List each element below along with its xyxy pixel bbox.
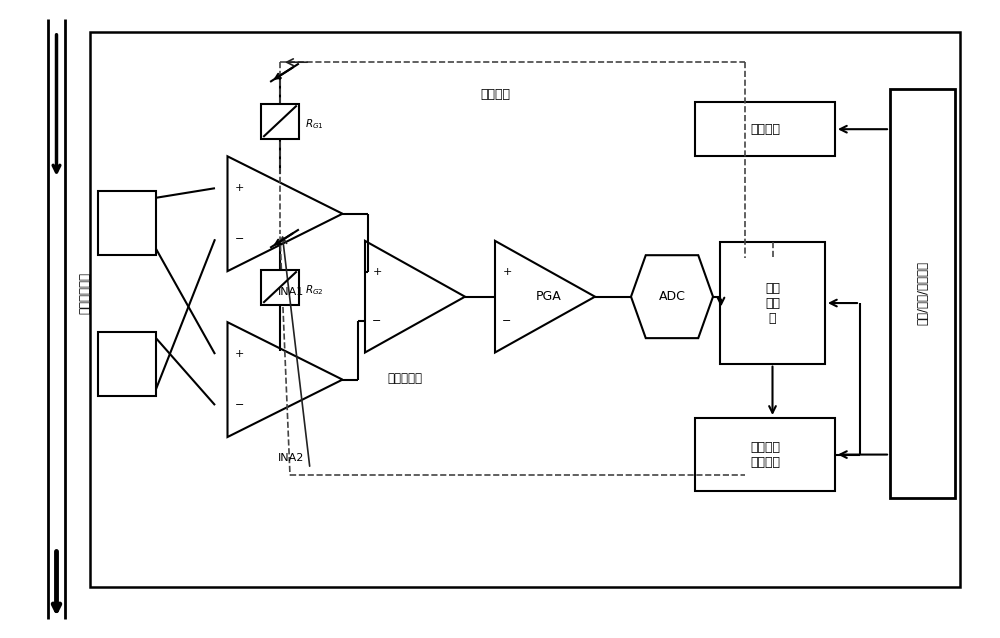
Text: 电源/控制/数据接口: 电源/控制/数据接口 — [916, 262, 929, 325]
FancyBboxPatch shape — [98, 332, 156, 396]
Polygon shape — [495, 241, 595, 352]
FancyBboxPatch shape — [261, 103, 299, 138]
Text: +: + — [502, 267, 512, 277]
Text: ADC: ADC — [659, 290, 685, 303]
Text: +: + — [235, 184, 244, 193]
Text: −: − — [235, 234, 244, 244]
Text: −: − — [502, 316, 512, 326]
Text: INA2: INA2 — [278, 453, 304, 463]
Text: $R_{G1}$: $R_{G1}$ — [305, 117, 324, 131]
Text: $R_{G2}$: $R_{G2}$ — [305, 283, 324, 297]
Text: 精密无感电阻: 精密无感电阻 — [78, 272, 92, 315]
Text: +: + — [372, 267, 382, 277]
Text: 信号
处理
器: 信号 处理 器 — [765, 281, 780, 325]
FancyBboxPatch shape — [98, 191, 156, 255]
Polygon shape — [365, 241, 465, 352]
FancyBboxPatch shape — [695, 418, 835, 491]
Polygon shape — [227, 156, 342, 271]
Text: 隔离接口
（光耦）: 隔离接口 （光耦） — [750, 441, 780, 468]
FancyBboxPatch shape — [90, 32, 960, 587]
FancyBboxPatch shape — [890, 89, 955, 498]
FancyBboxPatch shape — [720, 242, 825, 364]
Text: 增益控制: 增益控制 — [480, 88, 510, 101]
Text: 差分衰减器: 差分衰减器 — [387, 371, 422, 385]
Text: −: − — [372, 316, 382, 326]
Polygon shape — [227, 322, 342, 437]
Text: 隔离电源: 隔离电源 — [750, 122, 780, 136]
Polygon shape — [631, 255, 713, 338]
Text: +: + — [235, 350, 244, 359]
FancyBboxPatch shape — [261, 269, 299, 304]
FancyBboxPatch shape — [695, 102, 835, 156]
Text: −: − — [235, 400, 244, 410]
Text: PGA: PGA — [536, 290, 562, 303]
Text: INA1: INA1 — [278, 287, 304, 297]
